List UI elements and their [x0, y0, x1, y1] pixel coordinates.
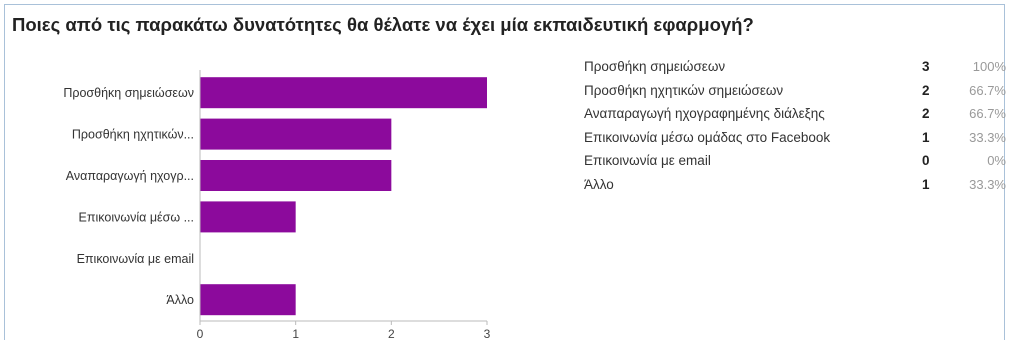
summary-percent: 66.7% — [969, 106, 1006, 121]
summary-percent: 33.3% — [969, 129, 1006, 145]
bar — [200, 77, 487, 109]
category-label: Άλλο — [166, 293, 194, 307]
bar — [200, 201, 296, 233]
bar — [200, 118, 392, 150]
summary-label: Αναπαραγωγή ηχογραφημένης διάλεξης — [584, 106, 825, 121]
bar — [200, 284, 296, 316]
summary-label: Προσθήκη σημειώσεων — [584, 59, 726, 74]
summary-percent: 33.3% — [969, 176, 1006, 192]
bar — [200, 160, 392, 191]
summary-row: Αναπαραγωγή ηχογραφημένης διάλεξης 2 66.… — [584, 103, 1009, 127]
summary-count: 2 — [922, 106, 930, 121]
summary-percent: 0% — [987, 153, 1006, 168]
summary-row: Προσθήκη σημειώσεων 3 100% — [584, 56, 1009, 80]
summary-row: Επικοινωνία μέσω ομάδας στο Facebook 1 3… — [584, 127, 1009, 151]
summary-count: 1 — [922, 176, 930, 192]
x-tick-label: 1 — [292, 327, 299, 341]
category-label: Προσθήκη ηχητικών... — [72, 128, 194, 142]
summary-count: 0 — [922, 153, 930, 168]
summary-label: Προσθήκη ηχητικών σημειώσεων — [584, 82, 784, 98]
category-label: Αναπαραγωγή ηχογρ... — [66, 169, 194, 183]
summary-row: Επικοινωνία με email 0 0% — [584, 150, 1009, 174]
summary-table: Προσθήκη σημειώσεων 3 100% Προσθήκη ηχητ… — [584, 56, 1009, 197]
summary-count: 3 — [922, 59, 930, 74]
summary-count: 1 — [922, 129, 930, 145]
category-label: Επικοινωνία μέσω ... — [79, 210, 194, 224]
question-title: Ποιες από τις παρακάτω δυνατότητες θα θέ… — [12, 14, 754, 35]
results-panel — [4, 4, 1005, 340]
summary-percent: 66.7% — [969, 82, 1006, 98]
category-label: Προσθήκη σημειώσεων — [63, 86, 194, 100]
summary-label: Άλλο — [584, 176, 614, 192]
summary-label: Επικοινωνία μέσω ομάδας στο Facebook — [584, 129, 831, 145]
summary-count: 2 — [922, 82, 930, 98]
x-tick-label: 3 — [484, 327, 491, 341]
summary-percent: 100% — [972, 59, 1006, 74]
x-tick-label: 0 — [197, 327, 204, 341]
x-tick-label: 2 — [388, 327, 395, 341]
category-label: Επικοινωνία με email — [77, 252, 194, 266]
summary-row: Προσθήκη ηχητικών σημειώσεων 2 66.7% — [584, 80, 1009, 104]
summary-label: Επικοινωνία με email — [584, 153, 711, 168]
bar-chart: Προσθήκη σημειώσεων Προσθήκη ηχητικών... Α… — [63, 70, 491, 341]
summary-row: Άλλο 1 33.3% — [584, 174, 1009, 198]
